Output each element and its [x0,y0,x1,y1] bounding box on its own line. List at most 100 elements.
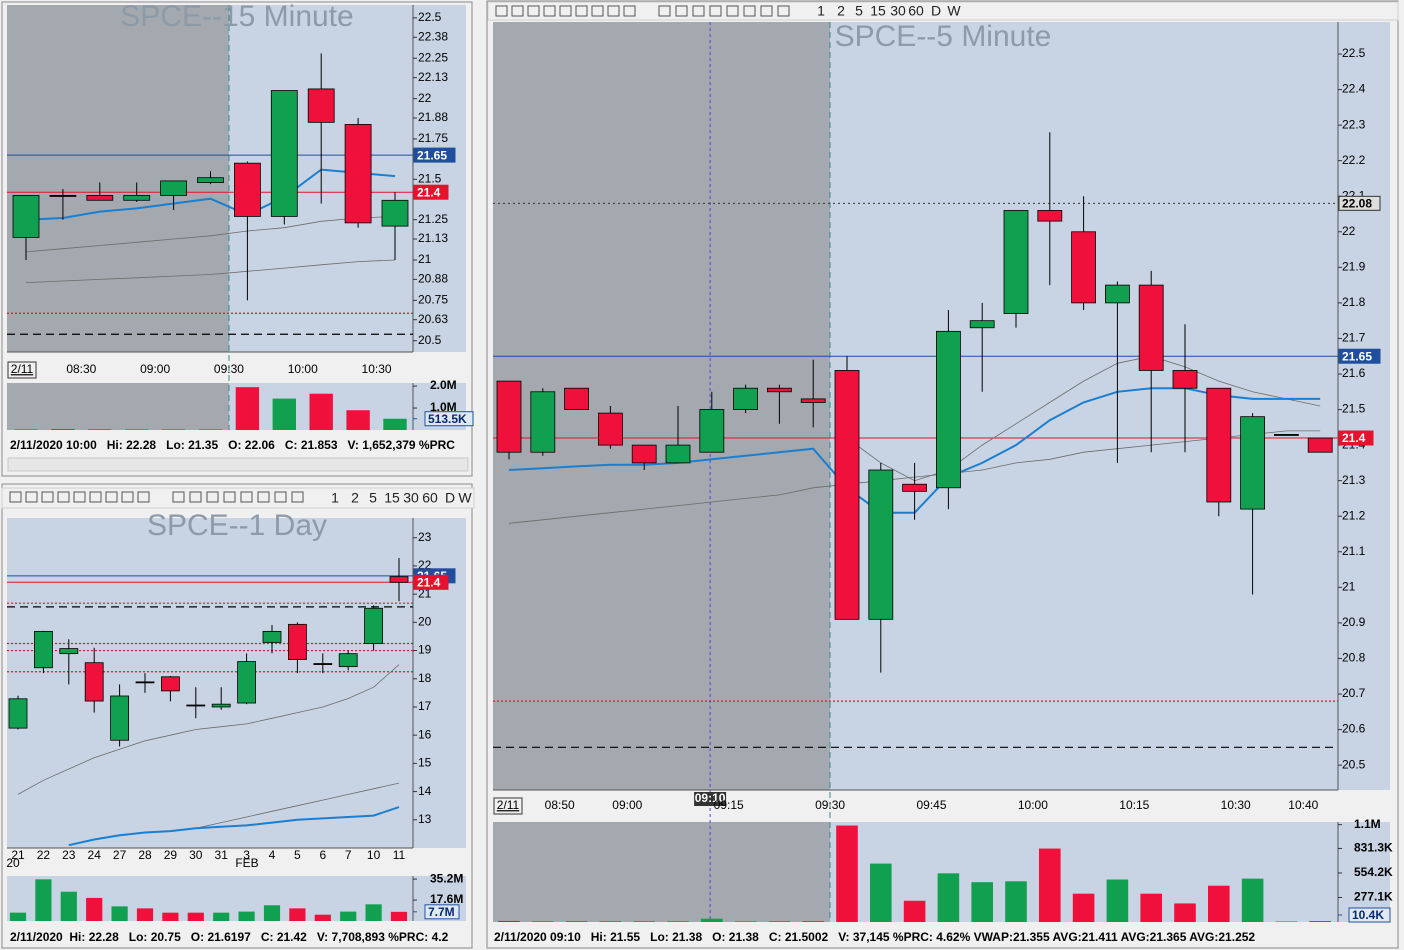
volume-bar [1174,903,1196,922]
volume-bar [125,429,149,430]
candle-body [1003,210,1029,314]
indicator-line [17,664,400,795]
y-tick-label: 15 [418,756,432,770]
volume-bar [734,921,757,922]
timeframe-button[interactable]: 2 [837,3,845,19]
y-tick-label: 21.3 [1342,473,1366,487]
toolbar-icon[interactable] [511,5,524,17]
toolbar-icon[interactable] [25,491,38,503]
toolbar-icon[interactable] [206,491,219,503]
timeframe-button[interactable]: 1 [817,3,825,19]
toolbar-icon[interactable] [223,491,236,503]
y-tick-label: 20.9 [1342,615,1366,629]
x-tick-label: 7 [345,848,352,862]
toolbar-icon[interactable] [291,491,304,503]
toolbar-icon[interactable] [121,491,134,503]
toolbar-icon[interactable] [623,5,636,17]
toolbar-icon[interactable] [495,5,508,17]
y-tick-label: 21.75 [418,131,448,145]
toolbar-icon[interactable] [73,491,86,503]
timeframe-button[interactable]: 60 [908,3,924,19]
candle-body [969,320,995,329]
price-tag [413,184,449,200]
toolbar-icon[interactable] [274,491,287,503]
volume-tick-label: 277.1K [1354,890,1393,904]
volume-bar [498,920,520,922]
timeframe-button[interactable]: W [458,490,472,506]
toolbar-icon[interactable] [607,5,620,17]
toolbar-icon[interactable] [41,491,54,503]
timeframe-button[interactable]: 5 [369,490,377,506]
y-tick-label: 20.5 [418,333,442,347]
timeframe-button[interactable]: 30 [403,490,419,506]
candle-body [1240,416,1265,510]
y-tick-label: 22.3 [1342,117,1366,131]
toolbar-icon[interactable] [240,491,253,503]
toolbar-icon[interactable] [57,491,70,503]
toolbar-icon[interactable] [172,491,185,503]
toolbar-icon[interactable] [760,5,773,17]
toolbar-icon[interactable] [743,5,756,17]
toolbar-icon[interactable] [692,5,705,17]
volume-bar [213,912,230,921]
timeframe-button[interactable]: 15 [384,490,400,506]
x-tick-label: 6 [319,848,326,862]
y-tick-label: 20.6 [1342,722,1366,736]
toolbar-icon[interactable] [591,5,604,17]
timeframe-button[interactable]: 1 [331,490,339,506]
y-tick-label: 20.75 [418,293,448,307]
y-tick-label: 20.5 [1342,757,1366,771]
x-tick-label: 10:00 [288,362,318,376]
toolbar-icon[interactable] [105,491,118,503]
toolbar-icon[interactable] [189,491,202,503]
candle-body [1172,370,1198,389]
toolbar-icon[interactable] [9,491,22,503]
volume-bar [633,921,655,922]
volume-tick-label: 17.6M [430,892,463,906]
x-tick-label: 09:30 [214,362,244,376]
volume-bar [667,921,689,922]
timeframe-button[interactable]: 5 [855,3,863,19]
timeframe-button[interactable]: D [445,490,455,506]
toolbar-icon[interactable] [89,491,102,503]
toolbar-icon[interactable] [709,5,722,17]
toolbar-icon[interactable] [575,5,588,17]
timeframe-button[interactable]: D [931,3,941,19]
x-tick-label: 30 [189,848,203,862]
toolbar-icon[interactable] [527,5,540,17]
indicator-line [25,259,396,283]
price-tag [1338,430,1374,446]
y-tick-label: 16 [418,727,432,741]
timeframe-button[interactable]: 30 [890,3,906,19]
candle-body [800,398,826,403]
volume-bar [802,921,824,922]
toolbar-icon[interactable] [257,491,270,503]
price-tag [1338,348,1381,364]
volume-bar [365,904,382,921]
scrollbar[interactable] [7,457,469,472]
toolbar-icon[interactable] [658,5,671,17]
candle-body [733,387,758,410]
volume-bar [161,429,186,430]
toolbar-icon[interactable] [543,5,556,17]
timeframe-button[interactable]: W [947,3,961,19]
timeframe-button[interactable]: 15 [870,3,886,19]
candle-body [1206,387,1232,503]
toolbar-icon[interactable] [777,5,790,17]
y-tick-label: 14 [418,784,432,798]
x-tick-label: 31 [215,848,229,862]
toolbar-icon[interactable] [559,5,572,17]
toolbar-icon[interactable] [726,5,739,17]
volume-bar [314,914,331,921]
price-tag-label: 21.65 [417,148,447,162]
toolbar-icon[interactable] [675,5,688,17]
candle-body [1307,437,1333,453]
timeframe-button[interactable]: 60 [422,490,438,506]
volume-bar [136,908,154,921]
toolbar-icon[interactable] [137,491,150,503]
price-tag [1338,195,1381,211]
y-tick-label: 20.88 [418,272,448,286]
timeframe-button[interactable]: 2 [351,490,359,506]
x-tick-label: 08:30 [66,362,96,376]
